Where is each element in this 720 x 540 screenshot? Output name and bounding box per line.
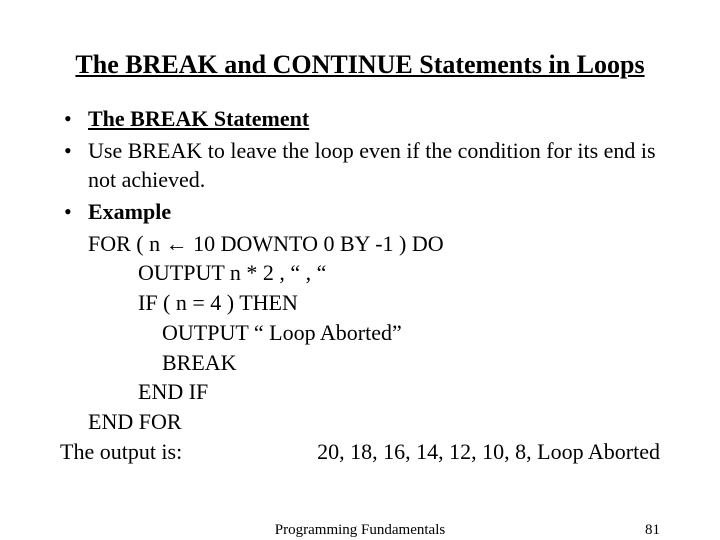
code-line-3: IF ( n = 4 ) THEN: [88, 288, 660, 318]
bullet-item: Example: [60, 197, 660, 227]
code-line-2: OUTPUT n * 2 , “ , “: [88, 258, 660, 288]
slide-body: The BREAK Statement Use BREAK to leave t…: [60, 104, 660, 466]
code-line-7: END FOR: [88, 407, 660, 437]
bullet-item: The BREAK Statement: [60, 104, 660, 134]
output-line: The output is: 20, 18, 16, 14, 12, 10, 8…: [60, 437, 660, 467]
code-line-5: BREAK: [88, 348, 660, 378]
code-line-1: FOR ( n ← 10 DOWNTO 0 BY -1 ) DO: [88, 229, 660, 259]
bullet-3-text: Example: [88, 199, 171, 224]
slide-title: The BREAK and CONTINUE Statements in Loo…: [60, 50, 660, 80]
bullet-list: The BREAK Statement Use BREAK to leave t…: [60, 104, 660, 227]
code-block: FOR ( n ← 10 DOWNTO 0 BY -1 ) DO OUTPUT …: [60, 229, 660, 437]
bullet-1-text: The BREAK Statement: [88, 106, 309, 131]
bullet-item: Use BREAK to leave the loop even if the …: [60, 136, 660, 195]
bullet-2-text: Use BREAK to leave the loop even if the …: [88, 138, 656, 193]
footer-center-text: Programming Fundamentals: [275, 522, 445, 539]
slide: The BREAK and CONTINUE Statements in Loo…: [0, 0, 720, 540]
output-label: The output is:: [60, 437, 182, 467]
output-values: 20, 18, 16, 14, 12, 10, 8, Loop Aborted: [317, 437, 660, 467]
code-line-4: OUTPUT “ Loop Aborted”: [88, 318, 660, 348]
footer-page-number: 81: [645, 522, 660, 539]
code-line-6: END IF: [88, 377, 660, 407]
